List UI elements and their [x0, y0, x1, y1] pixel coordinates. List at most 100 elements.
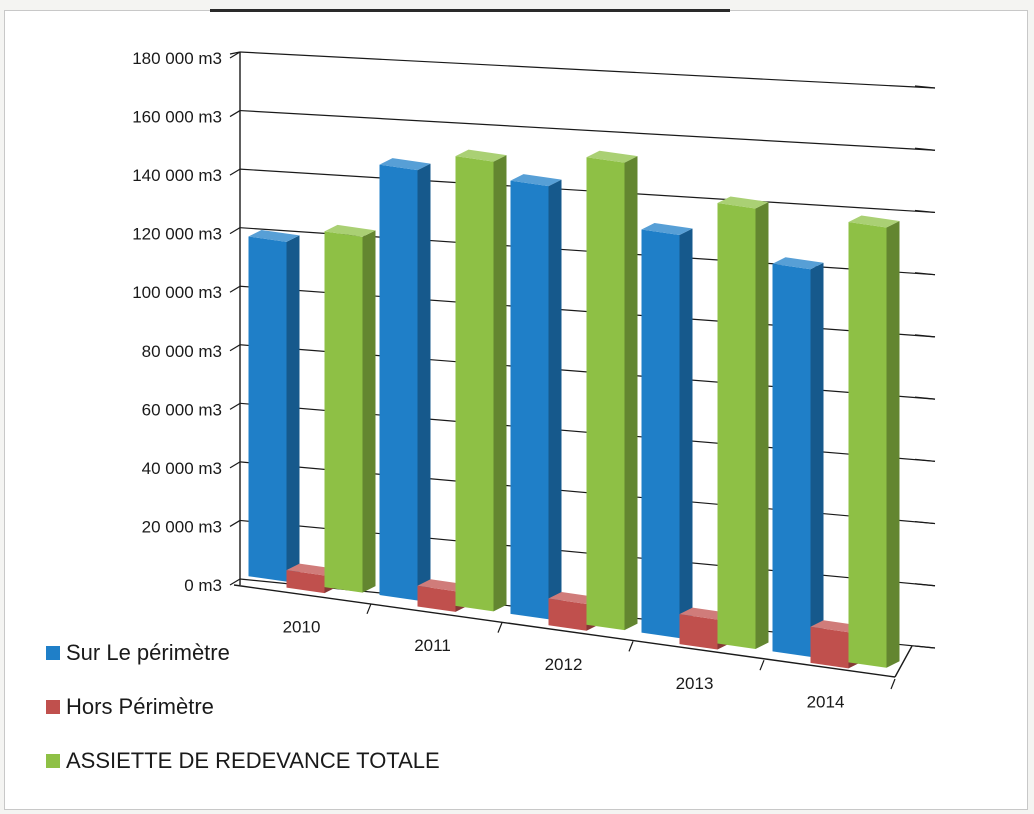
y-tick-label: 20 000 m3 — [142, 517, 222, 536]
legend-item: Hors Périmètre — [46, 694, 440, 719]
bar-side — [810, 262, 824, 657]
bar-front — [586, 157, 625, 631]
y-tick-right — [914, 396, 936, 400]
bar-front — [772, 263, 811, 657]
y-tick — [229, 402, 241, 410]
bar-side — [679, 228, 693, 639]
bar-side — [755, 201, 769, 649]
x-tick — [890, 678, 896, 690]
bar-top — [586, 150, 638, 163]
y-tick-right — [914, 645, 936, 649]
y-tick-label: 60 000 m3 — [142, 400, 222, 419]
y-tick — [229, 578, 241, 586]
y-tick-label: 160 000 m3 — [132, 108, 222, 127]
axes — [229, 51, 936, 690]
y-tick — [229, 344, 241, 352]
bar-front — [641, 229, 680, 639]
y-tick-right — [914, 583, 936, 587]
bar — [379, 158, 431, 601]
bar-top — [379, 158, 431, 171]
y-tick-label: 180 000 m3 — [132, 49, 222, 68]
bar — [717, 196, 769, 649]
legend-label: ASSIETTE DE REDEVANCE TOTALE — [66, 747, 440, 773]
x-tick — [628, 641, 634, 652]
x-axis-right-edge — [894, 645, 913, 678]
bar-front — [286, 570, 325, 594]
y-tick — [229, 51, 241, 59]
y-tick — [229, 285, 241, 293]
labels: 0 m3 20 000 m3 40 000 m3 60 000 m3 80 000 m3… — [132, 49, 844, 712]
bar-side — [417, 163, 431, 601]
bar — [848, 215, 900, 668]
y-tick — [229, 461, 241, 469]
legend-swatch — [46, 645, 60, 660]
gridline — [239, 51, 936, 89]
gridline — [239, 109, 936, 151]
bar — [641, 223, 693, 639]
x-tick — [759, 659, 765, 671]
bar-front — [248, 236, 287, 582]
bar-side — [624, 156, 638, 631]
x-tick-label: 2012 — [545, 655, 583, 674]
legend-swatch — [46, 753, 60, 768]
y-tick-label: 40 000 m3 — [142, 459, 222, 478]
bar-front — [548, 598, 587, 631]
bar-front — [379, 164, 418, 601]
bar-front — [324, 231, 363, 593]
bar — [324, 224, 376, 593]
bar-top — [324, 224, 376, 237]
bar — [510, 174, 562, 620]
bar-front — [810, 626, 849, 669]
bar — [455, 149, 507, 612]
bar — [248, 229, 300, 582]
legend-label: Sur Le périmètre — [66, 639, 230, 665]
bar-top — [717, 196, 769, 209]
y-tick-right — [914, 147, 936, 151]
legend-swatch — [46, 699, 60, 714]
x-tick-label: 2011 — [414, 636, 451, 655]
legend-label: Hors Périmètre — [66, 693, 214, 719]
y-tick-label: 100 000 m3 — [132, 283, 222, 302]
x-tick-label: 2013 — [676, 674, 714, 693]
legend-item: ASSIETTE DE REDEVANCE TOTALE — [46, 748, 440, 773]
bar — [772, 257, 824, 657]
bar-side — [362, 230, 376, 593]
bar — [586, 150, 638, 631]
bar-top — [772, 257, 824, 270]
bar-side — [548, 179, 562, 620]
bar-top — [641, 223, 693, 235]
bar-top — [455, 149, 507, 162]
x-tick-label: 2010 — [283, 617, 321, 636]
bar-top — [510, 174, 562, 187]
bar-front — [417, 585, 456, 612]
y-tick-label: 140 000 m3 — [132, 166, 222, 185]
x-tick — [497, 622, 503, 633]
bar-side — [286, 235, 300, 582]
bar-top — [848, 215, 900, 228]
legend: Sur Le périmètre Hors Périmètre ASSIETTE D… — [46, 640, 440, 802]
bar-front — [717, 202, 756, 649]
y-tick-right — [914, 272, 936, 276]
scan-edge-line — [210, 9, 730, 12]
y-tick — [229, 110, 241, 118]
legend-item: Sur Le périmètre — [46, 640, 440, 665]
y-tick — [229, 227, 241, 235]
y-tick-label: 0 m3 — [184, 576, 222, 595]
bar-front — [510, 180, 549, 620]
y-tick-right — [914, 458, 936, 462]
y-tick-label: 80 000 m3 — [142, 342, 222, 361]
y-tick — [229, 168, 241, 176]
y-tick-label: 120 000 m3 — [132, 225, 222, 244]
y-tick-right — [914, 334, 936, 338]
x-tick-label: 2014 — [807, 693, 845, 712]
y-tick-right — [914, 209, 936, 214]
x-axis — [233, 584, 896, 678]
bars — [248, 149, 900, 669]
y-tick-right — [914, 85, 936, 89]
x-tick — [366, 603, 372, 615]
y-tick-right — [914, 520, 936, 525]
bar-top — [248, 229, 300, 242]
bar-front — [679, 614, 718, 650]
y-tick — [229, 519, 241, 527]
